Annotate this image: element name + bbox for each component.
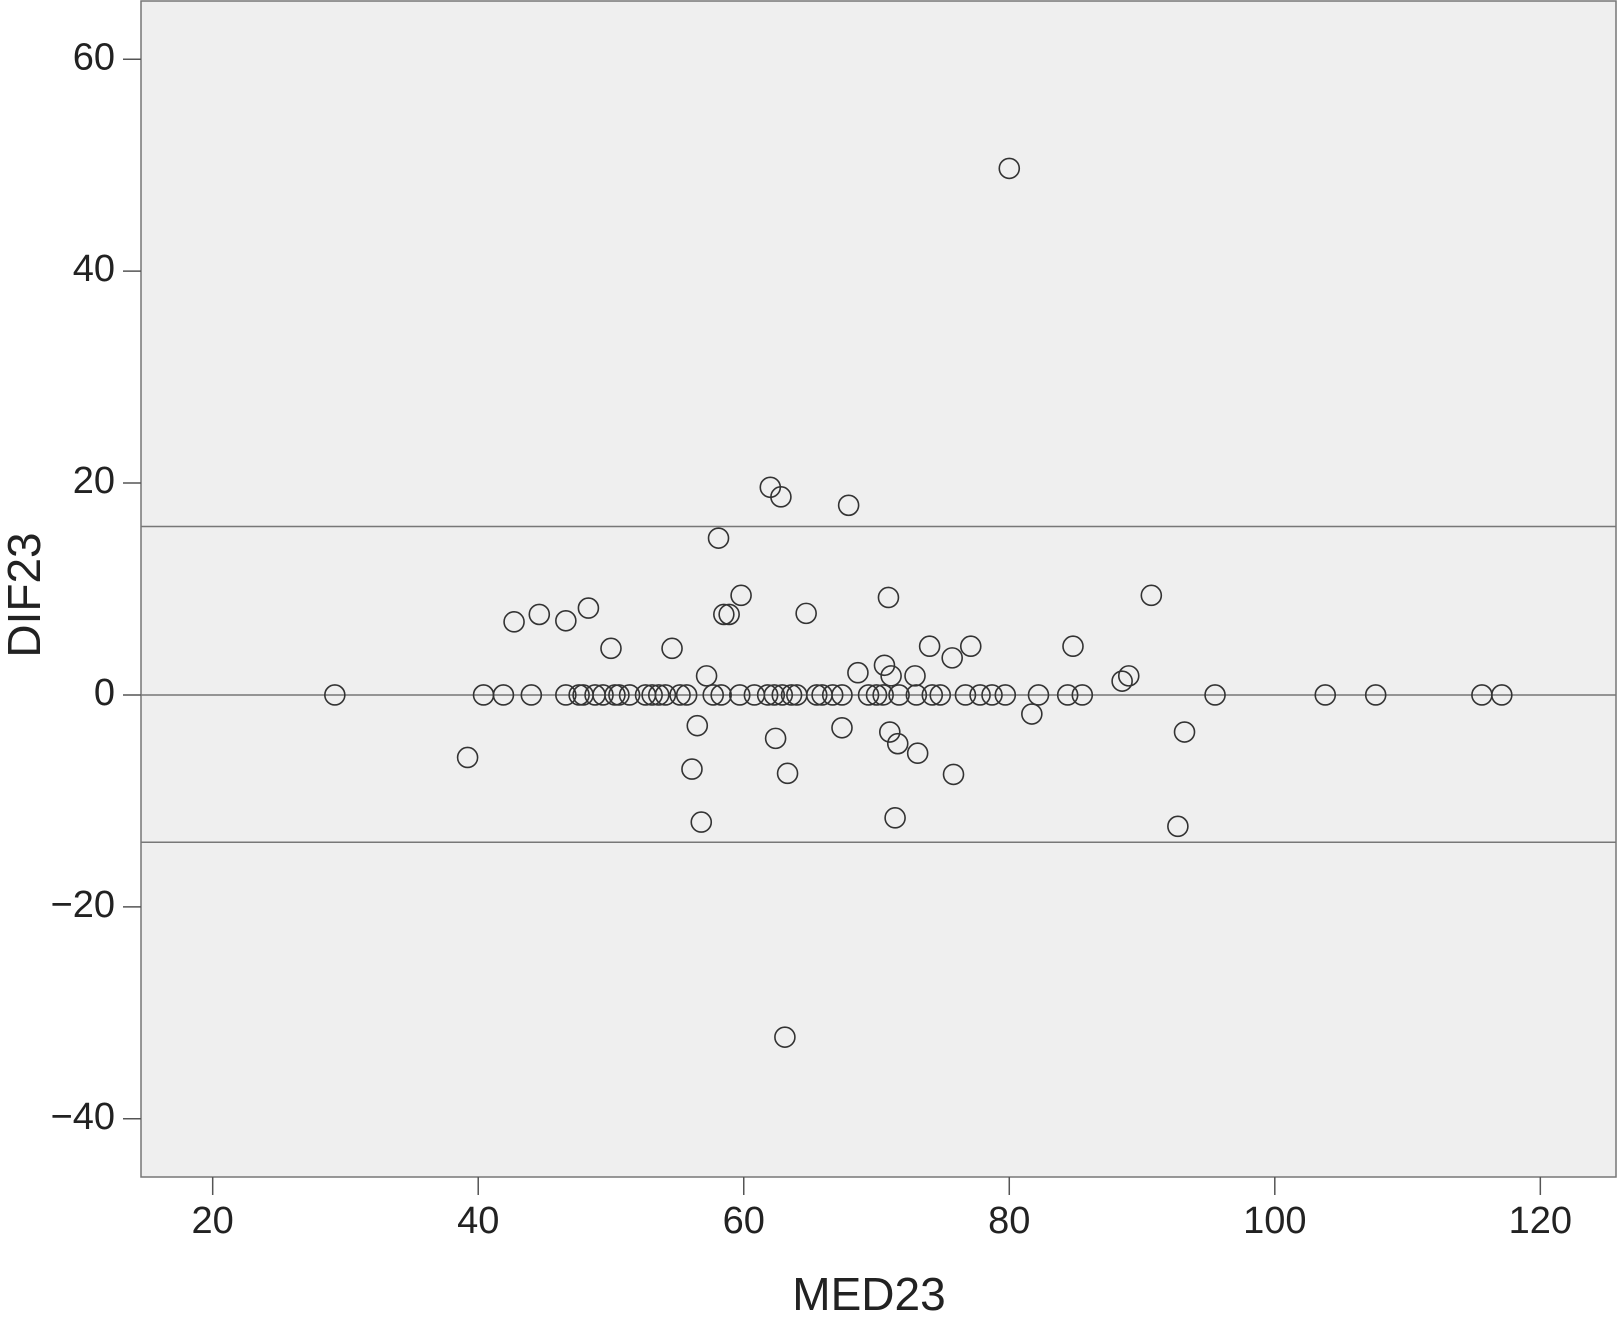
point — [647, 684, 670, 706]
point — [873, 654, 896, 677]
point — [492, 684, 515, 706]
point — [1140, 584, 1163, 607]
point — [795, 602, 817, 625]
point — [1062, 635, 1084, 658]
point — [994, 684, 1017, 706]
x-tick-label: 100 — [1243, 1200, 1306, 1242]
point — [918, 635, 941, 658]
point — [600, 637, 622, 660]
point — [888, 684, 910, 706]
point — [872, 684, 894, 706]
point — [1364, 684, 1387, 706]
point — [921, 684, 944, 706]
point — [695, 665, 718, 687]
point — [756, 684, 779, 706]
point — [878, 721, 901, 743]
point — [728, 684, 751, 706]
point — [1071, 684, 1094, 706]
point — [713, 603, 735, 626]
point — [831, 684, 853, 706]
point — [1314, 684, 1337, 706]
point — [998, 157, 1021, 180]
point — [941, 647, 963, 669]
x-tick-label: 80 — [988, 1200, 1030, 1242]
point — [1173, 721, 1196, 743]
point — [821, 684, 844, 706]
point — [1111, 670, 1133, 692]
point — [707, 527, 730, 549]
point — [904, 665, 926, 687]
point — [555, 684, 577, 706]
point — [774, 1026, 796, 1048]
point — [1027, 684, 1050, 706]
y-tick-label: 20 — [73, 460, 115, 502]
point — [618, 684, 641, 706]
point — [608, 684, 630, 706]
point — [780, 684, 803, 706]
point — [771, 684, 794, 706]
point — [865, 684, 888, 706]
point — [764, 727, 787, 750]
point — [942, 763, 965, 786]
point — [905, 684, 928, 706]
y-tick-label: −40 — [51, 1096, 115, 1138]
point — [654, 684, 677, 706]
plot-area — [140, 0, 1617, 1178]
point — [880, 665, 902, 687]
point — [520, 684, 543, 706]
point — [805, 684, 828, 706]
point — [969, 684, 991, 706]
point — [981, 684, 1003, 706]
point — [906, 742, 929, 765]
point — [503, 611, 525, 633]
point — [690, 811, 713, 833]
point — [877, 586, 900, 609]
point — [710, 684, 732, 706]
y-tick-label: 40 — [73, 248, 115, 290]
point — [770, 486, 792, 508]
y-tick-label: −20 — [51, 884, 115, 926]
point — [886, 732, 909, 755]
point — [702, 684, 725, 706]
point — [1021, 703, 1043, 725]
point — [641, 684, 663, 706]
y-tick-label: 60 — [73, 36, 115, 78]
point — [954, 684, 977, 706]
point — [884, 807, 906, 829]
point — [929, 684, 952, 706]
point — [675, 684, 698, 706]
y-axis-title: DIF23 — [0, 532, 50, 657]
point — [592, 684, 614, 706]
point — [528, 603, 551, 626]
point — [669, 684, 691, 706]
point — [831, 716, 853, 739]
x-tick-label: 60 — [723, 1200, 765, 1242]
point — [324, 684, 346, 706]
point — [686, 714, 709, 737]
y-tick-label: 0 — [94, 672, 115, 714]
x-tick-label: 40 — [457, 1200, 499, 1242]
point — [1056, 684, 1079, 706]
point — [1117, 665, 1140, 687]
point — [730, 584, 752, 607]
x-axis-title: MED23 — [792, 1268, 945, 1320]
x-tick-label: 20 — [192, 1200, 234, 1242]
point — [1491, 684, 1513, 706]
point — [555, 609, 577, 632]
point — [776, 762, 799, 785]
point — [718, 603, 740, 626]
point — [837, 494, 860, 517]
point — [1167, 815, 1189, 838]
point — [456, 746, 479, 769]
point — [661, 637, 683, 660]
point — [847, 661, 869, 684]
point — [959, 635, 982, 658]
point — [857, 684, 880, 706]
x-tick-label: 120 — [1509, 1200, 1572, 1242]
point — [1204, 684, 1226, 706]
point — [763, 684, 786, 706]
point — [681, 758, 703, 780]
point — [577, 597, 600, 619]
